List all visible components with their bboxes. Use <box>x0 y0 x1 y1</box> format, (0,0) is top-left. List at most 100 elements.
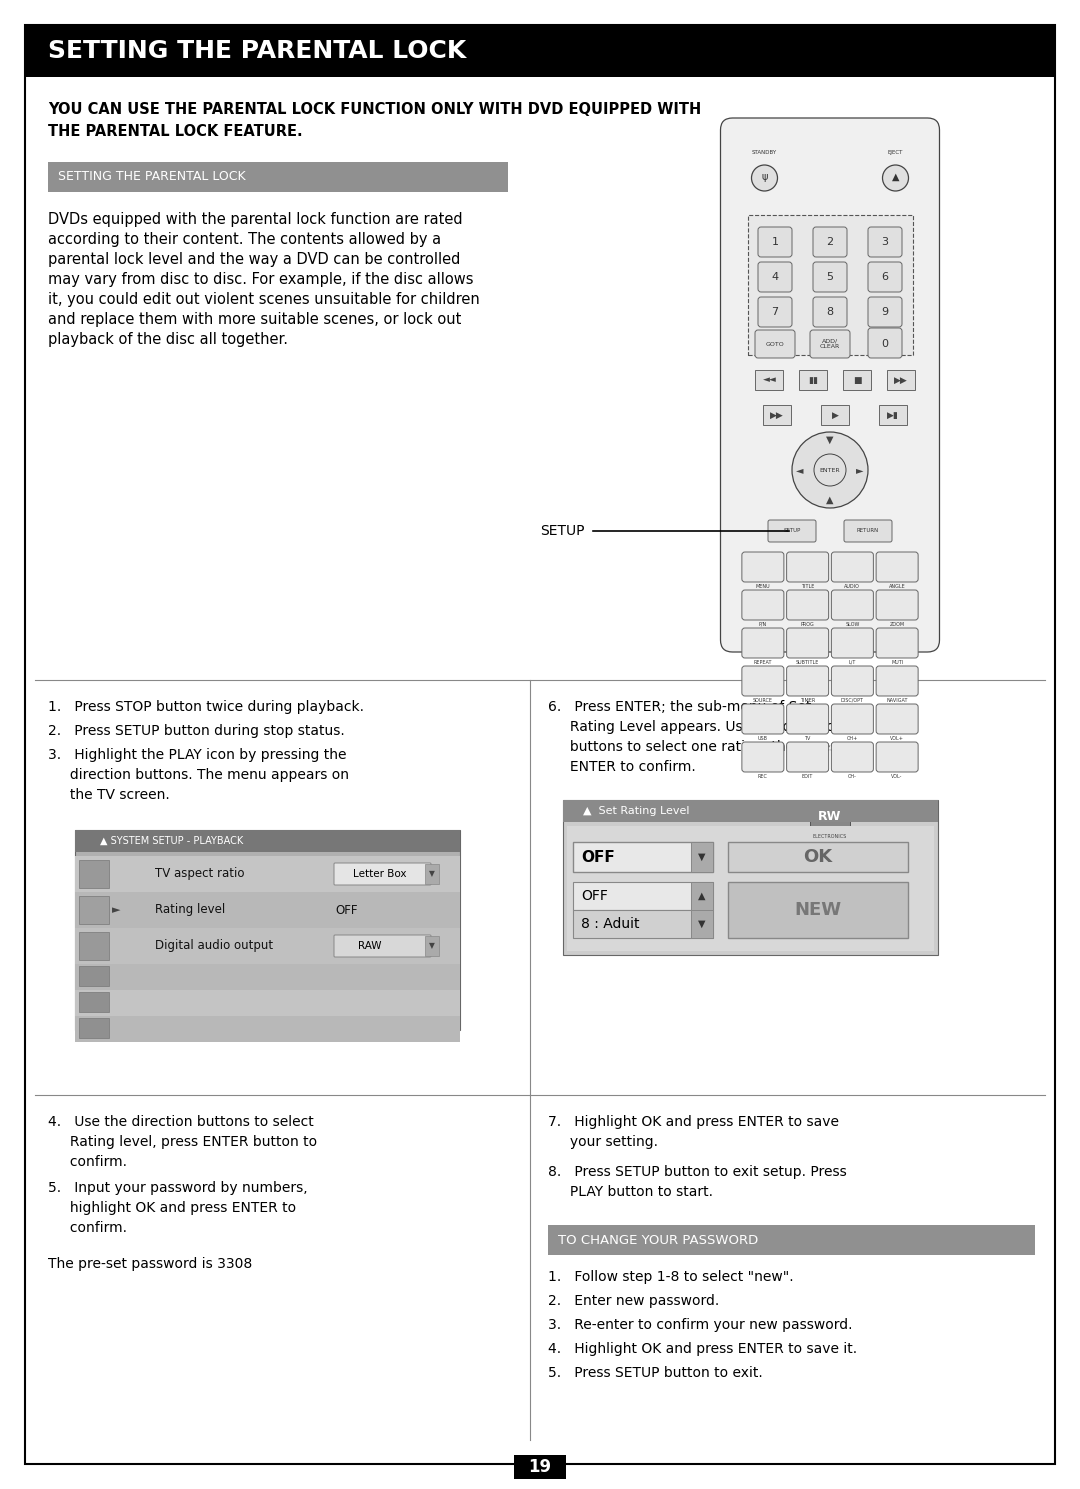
FancyBboxPatch shape <box>876 704 918 734</box>
Bar <box>75 928 460 963</box>
FancyBboxPatch shape <box>742 704 784 734</box>
Text: 1.   Press STOP button twice during playback.: 1. Press STOP button twice during playba… <box>48 700 364 715</box>
Text: ▲: ▲ <box>699 890 705 901</box>
FancyBboxPatch shape <box>786 742 828 771</box>
FancyBboxPatch shape <box>876 666 918 695</box>
Text: 5: 5 <box>826 272 834 281</box>
Bar <box>799 369 827 390</box>
Bar <box>75 963 460 990</box>
Bar <box>567 826 934 951</box>
Bar <box>75 990 460 1015</box>
Text: ►: ► <box>112 905 121 916</box>
Text: SETUP: SETUP <box>783 529 800 533</box>
FancyBboxPatch shape <box>786 590 828 619</box>
Text: EJECT: EJECT <box>888 150 903 155</box>
Text: 6.   Press ENTER; the sub-menu of Set: 6. Press ENTER; the sub-menu of Set <box>548 700 811 715</box>
Text: confirm.: confirm. <box>48 1155 127 1169</box>
Text: AUDIO: AUDIO <box>845 584 861 590</box>
Text: Digital audio output: Digital audio output <box>156 940 273 953</box>
FancyBboxPatch shape <box>786 666 828 695</box>
Bar <box>762 405 791 424</box>
Text: ENTER: ENTER <box>820 468 840 472</box>
FancyBboxPatch shape <box>832 552 874 582</box>
FancyBboxPatch shape <box>832 742 874 771</box>
Text: YOU CAN USE THE PARENTAL LOCK FUNCTION ONLY WITH DVD EQUIPPED WITH: YOU CAN USE THE PARENTAL LOCK FUNCTION O… <box>48 103 701 118</box>
Text: DVDs equipped with the parental lock function are rated: DVDs equipped with the parental lock fun… <box>48 211 462 226</box>
Text: 3: 3 <box>881 237 889 247</box>
Text: The pre-set password is 3308: The pre-set password is 3308 <box>48 1257 253 1272</box>
Text: L/T: L/T <box>849 660 856 666</box>
Text: 2.   Press SETUP button during stop status.: 2. Press SETUP button during stop status… <box>48 724 345 739</box>
FancyBboxPatch shape <box>832 666 874 695</box>
FancyBboxPatch shape <box>876 628 918 658</box>
FancyBboxPatch shape <box>810 331 850 357</box>
FancyBboxPatch shape <box>786 704 828 734</box>
Bar <box>548 1225 1035 1255</box>
Text: REC: REC <box>758 774 768 779</box>
Text: NAVIGAT: NAVIGAT <box>887 698 908 703</box>
Text: TO CHANGE YOUR PASSWORD: TO CHANGE YOUR PASSWORD <box>558 1233 758 1246</box>
Text: OFF: OFF <box>335 904 357 917</box>
Text: ▲  Set Rating Level: ▲ Set Rating Level <box>583 806 689 816</box>
FancyBboxPatch shape <box>813 296 847 328</box>
Text: direction buttons. The menu appears on: direction buttons. The menu appears on <box>48 768 349 782</box>
Text: DISC/OPT: DISC/OPT <box>841 698 864 703</box>
FancyBboxPatch shape <box>813 226 847 258</box>
FancyBboxPatch shape <box>876 742 918 771</box>
Text: GOTO: GOTO <box>766 341 784 347</box>
Text: Rating Level appears. Use the direction: Rating Level appears. Use the direction <box>548 721 843 734</box>
FancyBboxPatch shape <box>786 552 828 582</box>
Text: 3.   Highlight the PLAY icon by pressing the: 3. Highlight the PLAY icon by pressing t… <box>48 747 347 762</box>
Text: ELECTRONICS: ELECTRONICS <box>813 834 847 838</box>
Text: ENTER to confirm.: ENTER to confirm. <box>548 759 696 774</box>
Text: MUTI: MUTI <box>891 660 903 666</box>
Text: THE PARENTAL LOCK FEATURE.: THE PARENTAL LOCK FEATURE. <box>48 124 302 138</box>
Text: ▼: ▼ <box>699 919 705 929</box>
Text: EDIT: EDIT <box>802 774 813 779</box>
Text: SETTING THE PARENTAL LOCK: SETTING THE PARENTAL LOCK <box>48 39 467 63</box>
Text: CH+: CH+ <box>847 736 858 742</box>
Text: it, you could edit out violent scenes unsuitable for children: it, you could edit out violent scenes un… <box>48 292 480 307</box>
Text: CH-: CH- <box>848 774 856 779</box>
Bar <box>75 829 460 1030</box>
Text: 6: 6 <box>881 272 889 281</box>
Text: 19: 19 <box>528 1458 552 1476</box>
Text: may vary from disc to disc. For example, if the disc allows: may vary from disc to disc. For example,… <box>48 272 473 287</box>
Bar <box>842 369 870 390</box>
FancyBboxPatch shape <box>334 935 431 957</box>
Bar <box>426 864 438 884</box>
Circle shape <box>814 454 846 485</box>
Text: ▼: ▼ <box>699 852 705 862</box>
Bar <box>75 856 460 892</box>
Text: 4.   Use the direction buttons to select: 4. Use the direction buttons to select <box>48 1115 314 1129</box>
FancyBboxPatch shape <box>742 628 784 658</box>
Text: ANGLE: ANGLE <box>889 584 905 590</box>
Text: ψ: ψ <box>761 173 768 182</box>
Text: NEW: NEW <box>795 901 841 919</box>
Text: Letter Box: Letter Box <box>353 870 407 879</box>
Text: ZOOM: ZOOM <box>890 622 905 627</box>
Text: RW: RW <box>819 810 841 822</box>
Bar <box>573 881 713 910</box>
Text: RAW: RAW <box>359 941 381 951</box>
FancyBboxPatch shape <box>832 628 874 658</box>
Bar <box>79 966 109 986</box>
FancyBboxPatch shape <box>813 262 847 292</box>
Text: your setting.: your setting. <box>548 1135 658 1150</box>
Bar <box>75 829 460 852</box>
Bar <box>25 25 1055 77</box>
Bar <box>879 405 907 424</box>
FancyBboxPatch shape <box>832 590 874 619</box>
Text: 2: 2 <box>826 237 834 247</box>
Text: MENU: MENU <box>756 584 770 590</box>
Bar <box>79 896 109 925</box>
Bar <box>563 800 939 954</box>
Bar <box>48 162 508 192</box>
Text: VOL-: VOL- <box>891 774 903 779</box>
Text: Rating level: Rating level <box>156 904 226 917</box>
Text: ▼: ▼ <box>429 870 435 879</box>
FancyBboxPatch shape <box>742 666 784 695</box>
FancyBboxPatch shape <box>868 262 902 292</box>
FancyBboxPatch shape <box>868 296 902 328</box>
Bar <box>79 1018 109 1038</box>
